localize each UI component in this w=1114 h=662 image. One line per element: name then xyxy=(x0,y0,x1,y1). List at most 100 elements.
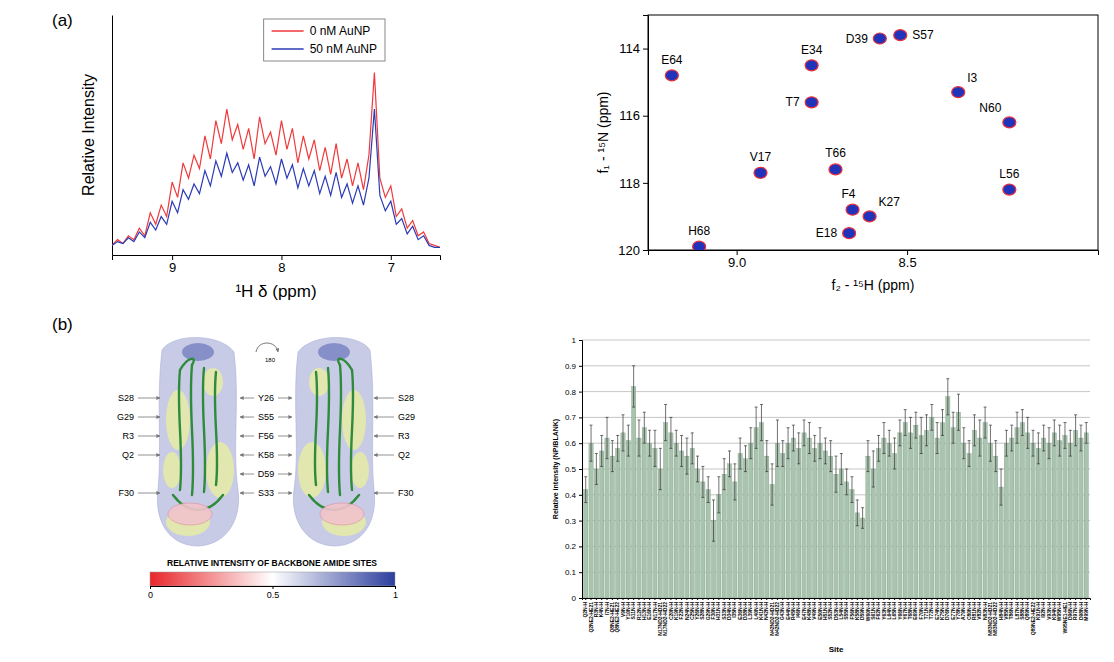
x-tick-mark xyxy=(937,598,938,600)
error-bar xyxy=(771,464,774,505)
panel-label: (b) xyxy=(52,315,73,334)
x-tick-mark xyxy=(969,598,970,600)
error-bar xyxy=(888,430,891,456)
x-tick-mark xyxy=(836,598,837,600)
legend-label: 50 nM AuNP xyxy=(310,42,377,56)
error-bar xyxy=(696,456,699,482)
residue-label: S55 xyxy=(258,412,274,422)
error-bar xyxy=(723,459,726,490)
x-tick-mark xyxy=(1080,598,1081,600)
error-bar xyxy=(946,379,949,415)
x-tick-mark xyxy=(1017,598,1018,600)
peak xyxy=(873,33,886,44)
error-bar xyxy=(877,435,880,461)
peak-label: T66 xyxy=(825,146,846,160)
colorbar-tick-label: 0.5 xyxy=(267,590,280,600)
residue-label: D59 xyxy=(258,469,275,479)
y-tick-mark xyxy=(579,443,582,444)
x-tick-mark xyxy=(979,598,980,600)
ribbon xyxy=(203,368,205,492)
x-tick-mark xyxy=(649,598,650,600)
y-tick-label: 0.7 xyxy=(565,413,577,422)
label-arrow xyxy=(240,417,254,418)
error-bar xyxy=(856,500,859,526)
y-tick-mark xyxy=(579,521,582,522)
peak-label: N60 xyxy=(979,101,1001,115)
x-tick-mark xyxy=(1043,598,1044,600)
bar xyxy=(802,433,806,598)
legend: 0 nM AuNP50 nM AuNP xyxy=(264,19,385,61)
bar xyxy=(765,456,769,598)
x-tick-mark xyxy=(905,598,906,600)
x-tick-mark xyxy=(623,598,624,600)
residue-label: Y26 xyxy=(258,393,274,403)
peak-label: E64 xyxy=(661,53,683,67)
colorbar-tick-mark xyxy=(150,586,151,589)
label-arrow xyxy=(240,493,254,494)
peak xyxy=(1003,184,1016,195)
error-bar xyxy=(787,428,790,459)
y-axis-title: f₁ - ¹⁵N (ppm) xyxy=(595,91,611,173)
bar xyxy=(781,454,785,598)
bar xyxy=(1084,433,1088,598)
surface-patch xyxy=(163,452,181,488)
x-tick-mark xyxy=(953,598,954,600)
x-tick: M99N-H xyxy=(1083,598,1089,621)
label-arrow xyxy=(374,417,394,418)
label-arrow xyxy=(374,455,394,456)
x-tick-mark xyxy=(740,598,741,600)
x-tick-mark xyxy=(1048,598,1049,600)
bar xyxy=(919,435,923,598)
bar xyxy=(903,423,907,598)
label-arrow xyxy=(278,436,292,437)
error-bar xyxy=(728,451,731,477)
error-bar xyxy=(957,394,960,430)
label-arrow xyxy=(374,398,394,399)
x-tick-mark xyxy=(772,598,773,600)
bar xyxy=(935,438,939,598)
label-arrow xyxy=(240,474,254,475)
x-tick-mark xyxy=(681,598,682,600)
error-bar xyxy=(914,412,917,438)
ribbon xyxy=(327,368,329,492)
y-tick-mark xyxy=(579,392,582,393)
x-tick-mark xyxy=(1011,598,1012,600)
peak-label: S57 xyxy=(912,28,934,42)
bar xyxy=(850,490,854,598)
colorbar-tick: 0.5 xyxy=(267,586,280,600)
x-tick-mark xyxy=(686,598,687,600)
x-tick-mark xyxy=(1027,598,1028,600)
x-tick-mark xyxy=(1022,598,1023,600)
error-bar xyxy=(781,441,784,467)
y-tick-label: 1 xyxy=(572,336,577,345)
residue-label: S28 xyxy=(118,393,134,403)
x-tick-mark xyxy=(1006,598,1007,600)
y-tick-mark xyxy=(579,366,582,367)
x-tick-mark xyxy=(585,598,586,600)
error-bar xyxy=(590,425,593,461)
residue-label: Q2 xyxy=(398,450,410,460)
bar xyxy=(642,428,646,598)
plot-area xyxy=(112,73,440,248)
x-tick-mark xyxy=(995,598,996,600)
error-bar xyxy=(600,435,603,466)
error-bar xyxy=(1058,425,1061,456)
x-tick-mark xyxy=(878,598,879,600)
bar xyxy=(946,397,950,598)
bar xyxy=(743,459,747,598)
x-tick-mark xyxy=(926,598,927,600)
x-tick-mark xyxy=(894,598,895,600)
x-tick-mark xyxy=(1033,598,1034,600)
x-tick-mark xyxy=(729,598,730,600)
peak xyxy=(846,204,859,215)
error-bar xyxy=(978,420,981,456)
error-bar xyxy=(739,438,742,469)
y-tick-label: 0.3 xyxy=(565,517,577,526)
legend-swatch xyxy=(272,30,304,32)
bar xyxy=(1073,430,1077,598)
label-arrow xyxy=(278,417,292,418)
colorbar-tick: 1 xyxy=(393,586,398,600)
x-tick-mark xyxy=(1001,598,1002,600)
ribbon xyxy=(179,370,181,490)
surface-patch xyxy=(206,442,234,498)
